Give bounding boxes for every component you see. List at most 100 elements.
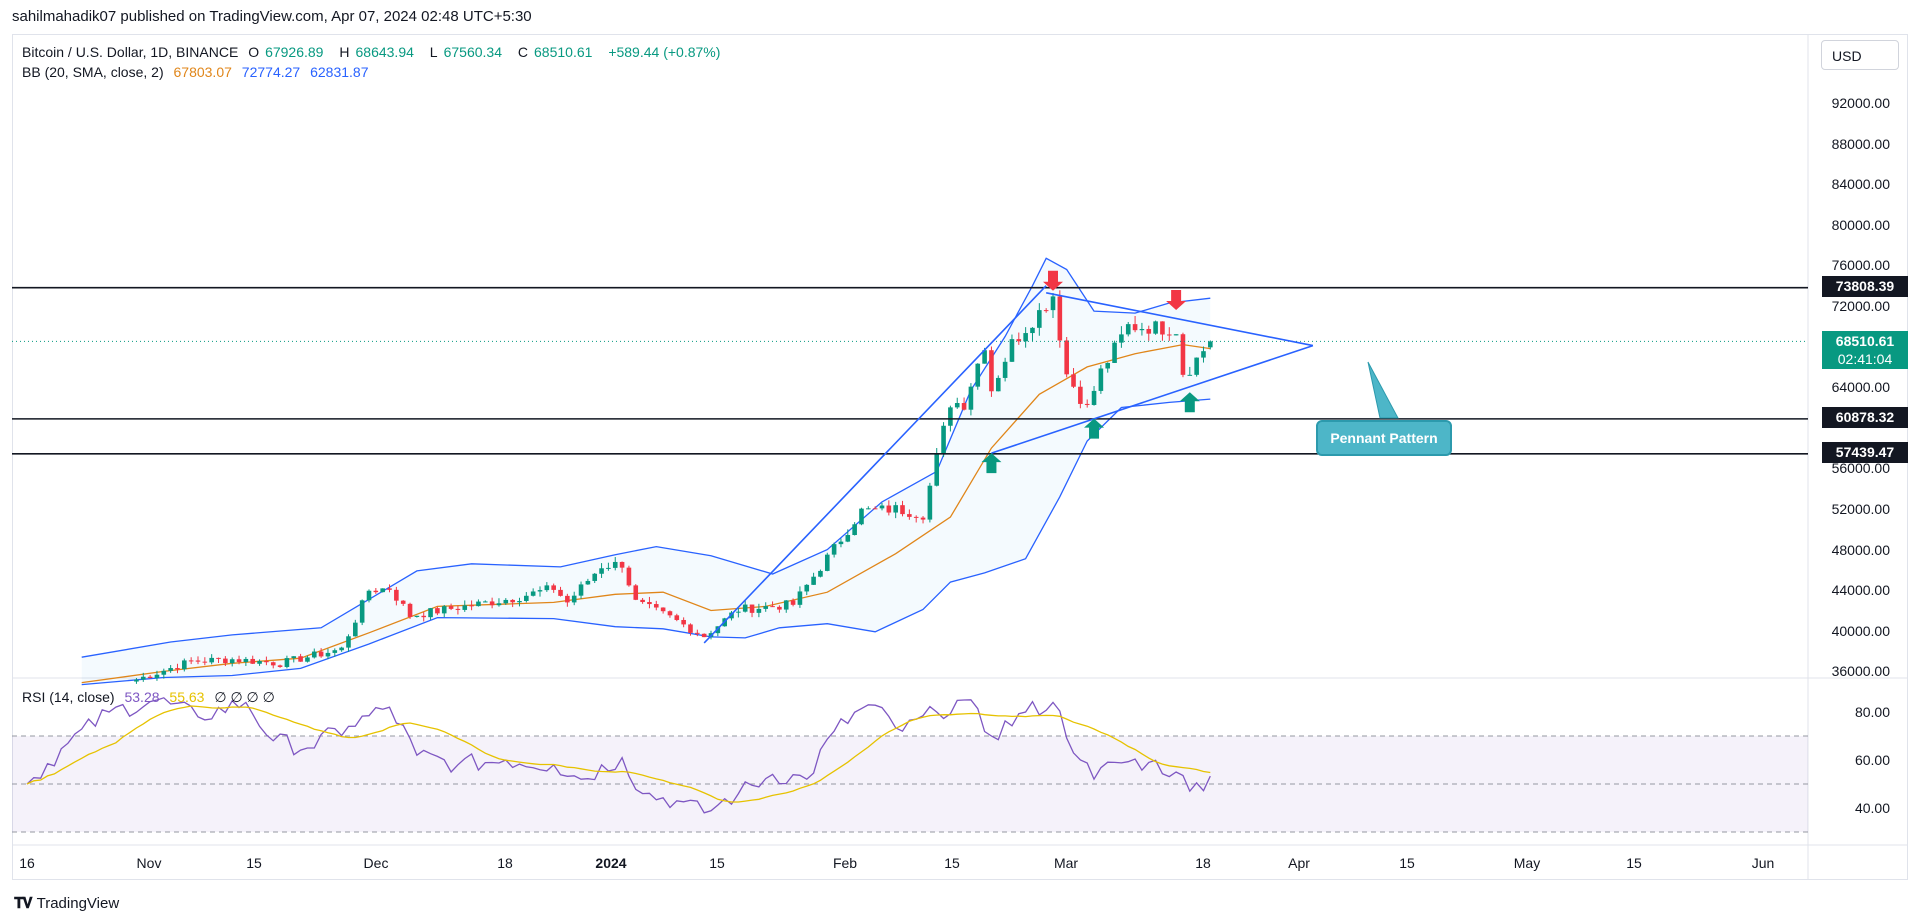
candle-body <box>701 633 707 638</box>
price-axis-label: 72000.00 <box>1831 298 1890 314</box>
candle-body <box>640 599 645 603</box>
candle-body <box>209 657 214 663</box>
change-value: +589.44 (+0.87%) <box>608 44 721 60</box>
rsi-ma-value: 55.63 <box>169 689 205 705</box>
tradingview-logo-icon: 𝐓𝐕 <box>14 895 33 912</box>
time-axis-label: 18 <box>1195 855 1211 871</box>
time-axis-label: 18 <box>497 855 513 871</box>
candle-body <box>339 647 344 651</box>
candle-body <box>695 632 700 634</box>
rsi-ma-line <box>26 705 1211 803</box>
buy-arrow-icon-2 <box>1084 418 1105 439</box>
candle-body <box>154 674 160 679</box>
candle-body <box>975 363 981 387</box>
pennant-pattern-label[interactable]: Pennant Pattern <box>1316 420 1452 456</box>
price-axis-label: 76000.00 <box>1831 257 1890 274</box>
candle-body <box>318 651 324 657</box>
candle-body <box>804 584 810 592</box>
candle-body <box>961 403 967 410</box>
sell-arrow-icon-1 <box>1043 270 1063 291</box>
candle-body <box>585 580 591 585</box>
candle-body <box>147 676 153 679</box>
candle-body <box>1023 333 1028 342</box>
candle-body <box>284 658 290 667</box>
candle-body <box>428 608 433 618</box>
trendline-rally <box>703 285 1047 644</box>
time-axis-label: May <box>1513 855 1541 871</box>
candle-body <box>852 524 857 536</box>
candle-body <box>626 567 632 586</box>
candle-body <box>400 600 406 604</box>
pennant-lower-trendline <box>991 344 1314 454</box>
candle-body <box>824 554 830 571</box>
candle-body <box>353 622 358 637</box>
candle-body <box>223 658 228 664</box>
candle-body <box>954 403 960 408</box>
candle-body <box>831 544 837 555</box>
countdown-value: 02:41:04 <box>1837 351 1893 367</box>
pennant-label-pointer <box>1367 361 1399 419</box>
candle-body <box>216 657 221 659</box>
candle-body <box>1180 334 1186 375</box>
candle-body <box>558 589 563 596</box>
price-axis-label: 64000.00 <box>1831 379 1890 396</box>
candle-body <box>140 676 146 680</box>
time-axis-label: 15 <box>1399 855 1415 871</box>
candle-body <box>1043 310 1049 312</box>
candle-body <box>182 660 187 670</box>
high-value: 68643.94 <box>355 44 414 60</box>
candle-body <box>1016 339 1022 342</box>
bb-lower-line <box>81 398 1211 686</box>
rsi-axis-label: 80.00 <box>1854 704 1890 720</box>
candle-body <box>1146 329 1152 334</box>
candle-body <box>270 662 276 666</box>
candle-body <box>229 659 235 664</box>
candle-body <box>373 590 379 593</box>
candle-body <box>298 656 303 662</box>
candle-body <box>968 386 974 410</box>
candle-body <box>1153 321 1158 334</box>
candle-body <box>790 600 796 605</box>
candle-body <box>469 605 474 607</box>
candle-body <box>325 652 331 657</box>
rsi-label: RSI (14, close) <box>22 689 115 705</box>
candle-body <box>845 535 851 542</box>
candle-body <box>435 608 440 614</box>
candle-body <box>524 595 529 602</box>
bb-legend: BB (20, SMA, close, 2) 67803.07 72774.27… <box>22 64 375 80</box>
pennant-upper-trendline <box>1046 292 1314 347</box>
candle-body <box>168 668 173 671</box>
candle-body <box>1105 362 1111 369</box>
time-axis-label: 15 <box>944 855 960 871</box>
rsi-axis-label: 60.00 <box>1854 752 1890 768</box>
time-axis-label: Jun <box>1751 855 1775 871</box>
brand-name: TradingView <box>36 895 120 912</box>
candle-body <box>818 570 823 577</box>
candle-body <box>517 601 522 603</box>
currency-selector[interactable]: USD <box>1821 40 1899 70</box>
candle-body <box>995 377 1001 392</box>
resistance-level-tag: 73808.39 <box>1822 276 1908 297</box>
candle-body <box>1057 296 1063 341</box>
candle-body <box>134 679 139 682</box>
rsi-axis-label: 40.00 <box>1854 800 1890 816</box>
time-axis-label: Feb <box>832 855 858 871</box>
support-level-tag-1: 60878.32 <box>1822 407 1908 428</box>
candle-body <box>257 661 262 664</box>
candle-body <box>264 661 269 663</box>
price-axis-label: 48000.00 <box>1831 541 1890 558</box>
candle-body <box>647 602 652 605</box>
candle-body <box>667 611 673 616</box>
candle-body <box>161 670 167 675</box>
candle-body <box>872 508 878 510</box>
last-price-value: 68510.61 <box>1835 333 1895 349</box>
candle-body <box>606 567 611 569</box>
candle-body <box>612 561 618 568</box>
price-axis-label: 80000.00 <box>1831 216 1890 233</box>
tradingview-brand[interactable]: 𝐓𝐕 TradingView <box>14 895 119 912</box>
candle-body <box>660 607 666 612</box>
candle-body <box>653 604 659 608</box>
time-axis-label: Nov <box>136 855 162 871</box>
candle-body <box>989 350 994 392</box>
